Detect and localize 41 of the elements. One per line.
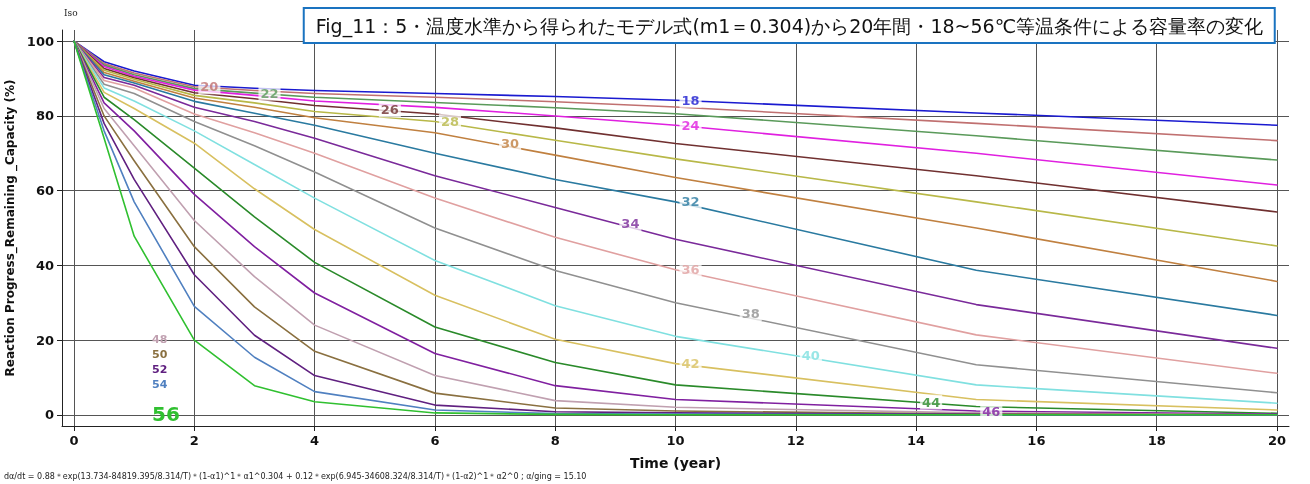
annotation: 24 — [681, 117, 700, 133]
annotation: 20 — [200, 79, 219, 95]
annotation: 18 — [681, 92, 700, 108]
x-tick-label: 16 — [1027, 433, 1046, 448]
annotation: 40 — [801, 348, 820, 364]
annotation: 22 — [260, 85, 279, 101]
y-axis-title: Reaction Progress_Remaining _Capacity (%) — [2, 79, 18, 377]
x-tick-label: 20 — [1267, 433, 1287, 448]
chart-title: Fig_11：5・温度水準から得られたモデル式(m1＝0.304)から20年間・18~56℃等温条件による容量率の変化 — [315, 14, 1264, 38]
y-tick-label: 0 — [44, 407, 54, 423]
x-tick-label: 2 — [189, 433, 199, 448]
annotation: 32 — [681, 194, 700, 210]
annotation: 46 — [982, 403, 1001, 419]
x-tick-label: 0 — [69, 433, 79, 448]
annotation: 38 — [741, 306, 760, 322]
annotation: 54 — [152, 378, 168, 391]
y-tick-label: 60 — [35, 183, 54, 199]
x-axis-title: Time (year) — [629, 455, 722, 471]
x-tick-label: 6 — [430, 433, 440, 448]
annotation: 26 — [380, 102, 399, 118]
annotation: 42 — [681, 356, 700, 372]
x-tick-label: 14 — [907, 433, 926, 448]
text: dα/dt = 0.88＊exp(13.734-84819.395/8.314/T)＊(1-α1)^1＊α1^0.304 + 0.12＊exp(6.945-34608.324/8.314/T)＊(1-α2)^1＊α2^0 ; α/ging = 15.10 — [4, 471, 587, 481]
x-tick-label: 12 — [786, 433, 805, 448]
annotation: 52 — [152, 363, 168, 376]
line-series — [73, 40, 1278, 213]
text: Iso — [64, 7, 78, 18]
annotation: 50 — [152, 348, 168, 361]
annotation: 30 — [501, 136, 520, 152]
y-tick-label: 80 — [35, 108, 54, 124]
annotation: 36 — [681, 262, 700, 278]
annotation: 34 — [621, 216, 640, 232]
x-tick-label: 18 — [1147, 433, 1166, 448]
y-tick-label: 40 — [35, 257, 54, 273]
annotation: 44 — [922, 394, 941, 410]
annotation: 28 — [440, 114, 460, 130]
y-tick-label: 20 — [35, 332, 54, 348]
x-tick-label: 8 — [550, 433, 560, 448]
x-tick-label: 4 — [310, 433, 320, 448]
x-tick-label: 10 — [666, 433, 685, 448]
y-tick-label: 100 — [26, 33, 54, 49]
